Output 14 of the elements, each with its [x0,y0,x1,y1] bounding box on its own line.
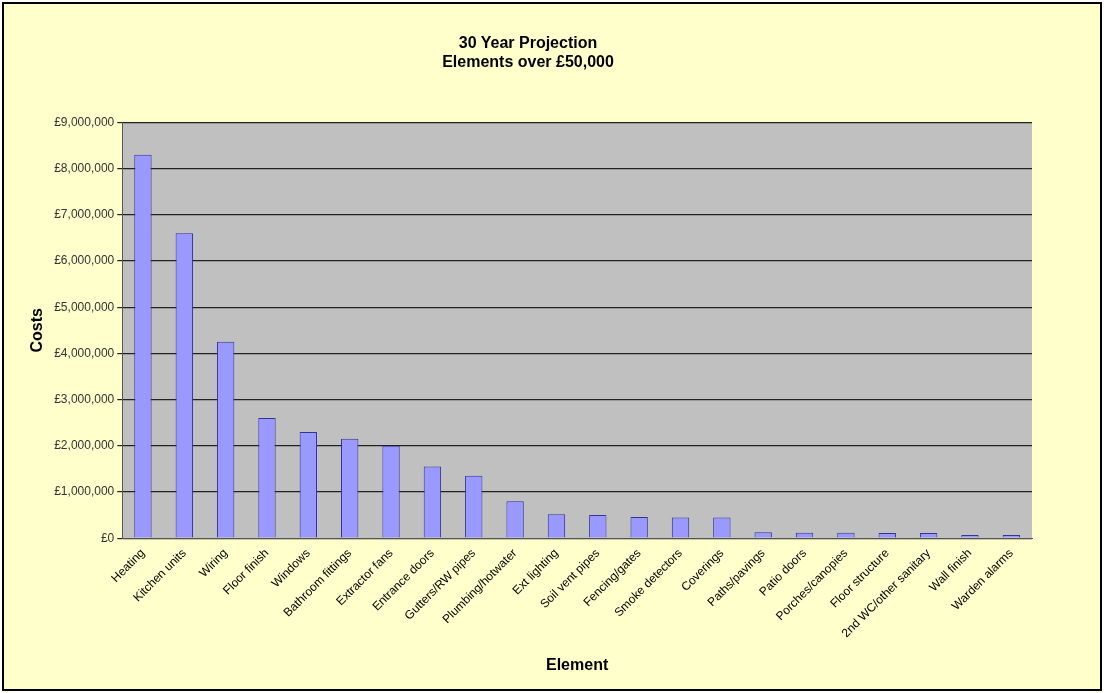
y-tick-label: £7,000,000 [54,207,115,222]
y-tick-label: £0 [100,530,115,545]
text: 30 Year Projection [458,34,598,52]
y-tick-label: £6,000,000 [54,253,115,268]
y-tick-label: £5,000,000 [54,299,115,314]
y-tick-label: £9,000,000 [54,114,115,129]
y-tick-label: £8,000,000 [54,160,115,175]
y-tick-label: £3,000,000 [54,391,115,406]
y-axis-title: Costs [28,307,46,353]
y-tick-label: £1,000,000 [54,484,115,499]
text: Elements over £50,000 [442,53,614,71]
y-tick-label: £2,000,000 [54,438,115,453]
x-axis-title: Element [546,655,609,673]
y-tick-label: £4,000,000 [54,345,115,360]
